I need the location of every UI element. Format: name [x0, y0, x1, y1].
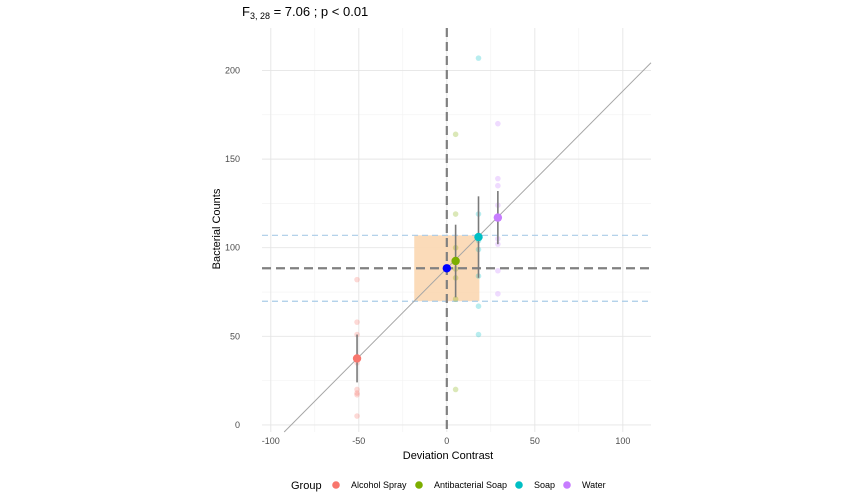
legend: Group Alcohol Spray Antibacterial Soap Soa… — [291, 480, 606, 492]
legend-label: Antibacterial Soap — [434, 480, 507, 490]
raw-point — [495, 175, 501, 182]
group-mean-point — [352, 354, 362, 363]
identity-line — [283, 62, 652, 433]
raw-point — [354, 413, 360, 419]
x-axis-title: Deviation Contrast — [403, 450, 494, 462]
raw-point — [495, 182, 501, 189]
legend-label: Water — [582, 480, 606, 490]
raw-point — [354, 391, 360, 398]
group-mean-point — [451, 256, 460, 266]
x-tick-label: -100 — [262, 436, 280, 446]
svg-text:F3, 28 = 7.06 ; p < 0.01: F3, 28 = 7.06 ; p < 0.01 — [242, 4, 368, 21]
legend-title: Group — [291, 480, 322, 492]
y-axis-ticks: 0 50 100 150 200 — [225, 66, 240, 430]
raw-point — [495, 267, 501, 274]
raw-point — [495, 290, 501, 297]
raw-point — [354, 319, 360, 325]
raw-point — [354, 386, 360, 393]
legend-label: Alcohol Spray — [351, 480, 407, 490]
raw-point — [452, 211, 459, 217]
legend-swatch — [415, 481, 423, 489]
raw-point — [354, 276, 360, 283]
raw-point — [452, 131, 459, 138]
raw-point — [452, 386, 459, 393]
title-subscript: 3, 28 — [250, 11, 270, 21]
x-tick-label: 50 — [530, 436, 540, 446]
group-means-layer — [352, 213, 503, 363]
raw-point — [475, 55, 482, 61]
legend-swatch — [515, 481, 523, 489]
chart-title: F3, 28 = 7.06 ; p < 0.01 — [242, 4, 368, 21]
raw-point — [475, 303, 482, 309]
x-tick-label: -50 — [352, 436, 365, 446]
raw-point — [495, 120, 501, 127]
x-tick-label: 100 — [615, 436, 630, 446]
y-tick-label: 100 — [225, 243, 240, 253]
reference-lines — [262, 28, 652, 433]
title-main: F — [242, 4, 250, 19]
raw-point — [452, 296, 459, 302]
plot-grid — [262, 28, 651, 432]
raw-point — [475, 331, 482, 338]
y-axis-title: Bacterial Counts — [211, 188, 223, 269]
x-tick-label: 0 — [444, 436, 449, 446]
legend-label: Soap — [534, 480, 555, 490]
x-axis-ticks: -100 -50 0 50 100 — [262, 436, 631, 446]
grand-mean-point — [442, 264, 452, 273]
legend-swatch — [563, 481, 571, 489]
y-tick-label: 150 — [225, 154, 240, 164]
y-tick-label: 0 — [235, 420, 240, 430]
y-tick-label: 200 — [225, 66, 240, 76]
legend-swatch — [332, 481, 340, 489]
title-rest: = 7.06 ; p < 0.01 — [270, 4, 368, 19]
group-mean-point — [493, 213, 503, 222]
group-mean-point — [474, 232, 483, 242]
raw-point — [354, 390, 360, 396]
y-tick-label: 50 — [230, 331, 240, 341]
